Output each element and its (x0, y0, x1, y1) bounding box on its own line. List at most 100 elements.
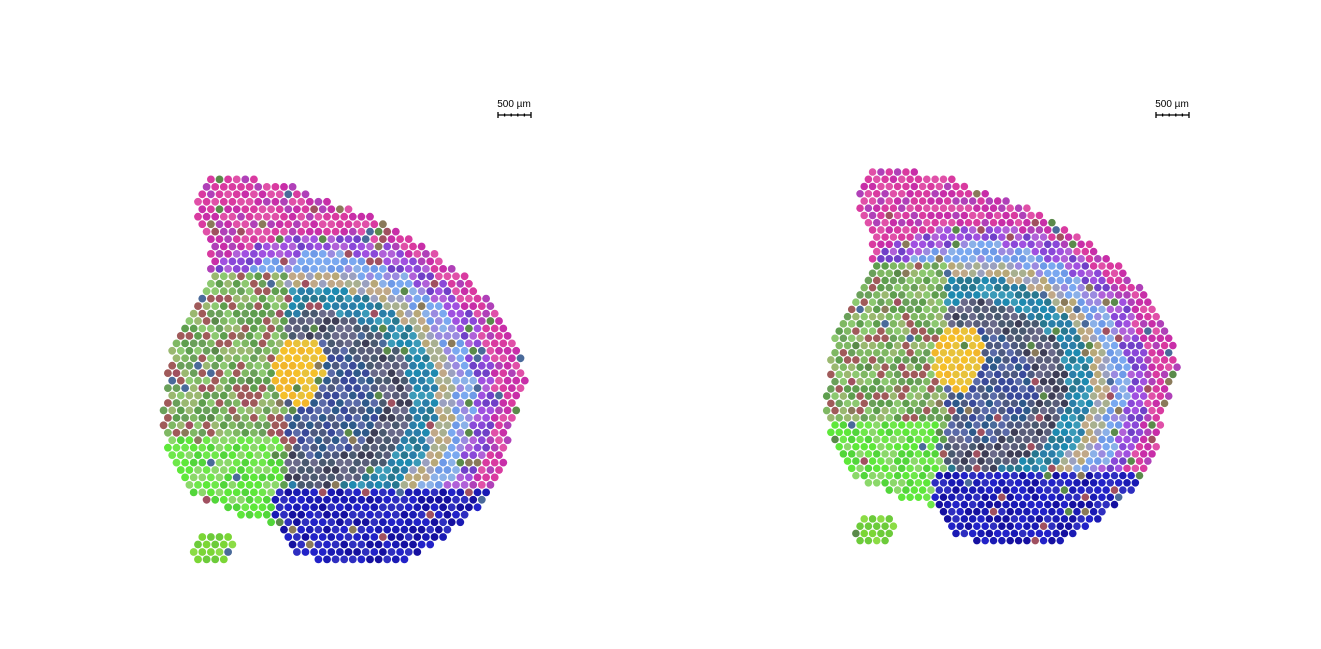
spot (189, 473, 198, 482)
spot (989, 218, 998, 227)
spot (881, 291, 889, 299)
spot (1119, 399, 1127, 408)
spot (396, 279, 404, 288)
spot (1073, 291, 1081, 299)
spot (383, 481, 392, 489)
spot (439, 518, 447, 527)
spot (241, 488, 250, 497)
spot (310, 533, 318, 541)
spot (262, 391, 271, 400)
spot (1052, 283, 1060, 292)
spot (885, 442, 894, 451)
spot (943, 269, 952, 278)
spot (847, 435, 856, 444)
spot (1068, 486, 1077, 494)
spot (973, 507, 981, 516)
spot (1085, 298, 1094, 306)
spot (1123, 276, 1131, 285)
spot (374, 317, 383, 325)
spot (893, 370, 902, 379)
spot (288, 361, 297, 370)
spot (839, 392, 848, 400)
spot (280, 257, 288, 266)
spot (305, 540, 314, 549)
spot (1102, 486, 1110, 494)
spot (1031, 406, 1040, 415)
spot (241, 473, 250, 482)
spot (1043, 457, 1052, 465)
spot (224, 220, 233, 229)
spot (960, 255, 969, 263)
spot (1031, 450, 1040, 458)
spot (215, 339, 224, 348)
spot (426, 272, 435, 281)
spot (956, 493, 964, 502)
spot (1094, 370, 1102, 379)
spot (361, 279, 370, 288)
spot (885, 370, 894, 379)
spot (1148, 363, 1156, 371)
spot (877, 327, 885, 335)
spot (219, 361, 228, 370)
spot (1010, 428, 1019, 437)
spot (1018, 226, 1027, 234)
spot (1056, 479, 1065, 487)
spot (241, 205, 250, 214)
spot (387, 265, 396, 273)
spot (1018, 385, 1027, 393)
spot (1006, 218, 1014, 227)
spot (1152, 341, 1160, 350)
spot (198, 190, 207, 199)
spot (1114, 392, 1123, 400)
spot (1056, 377, 1065, 386)
spot (1064, 247, 1073, 256)
spot (207, 205, 215, 214)
spot (1119, 283, 1127, 292)
spot (993, 211, 1002, 220)
spot (430, 324, 439, 333)
spot (885, 471, 894, 480)
spot (361, 458, 370, 467)
spot (318, 473, 327, 482)
spot (914, 450, 923, 458)
spot (228, 451, 237, 459)
spot (237, 421, 245, 430)
spot (224, 294, 233, 303)
spot (1006, 421, 1014, 429)
spot (267, 458, 275, 467)
spot (336, 488, 344, 497)
spot (902, 414, 910, 422)
spot (164, 414, 172, 422)
spot (379, 428, 387, 437)
spot (872, 377, 881, 386)
spot (902, 312, 910, 321)
spot (998, 233, 1006, 241)
spot (973, 334, 981, 343)
spot (353, 265, 361, 273)
spot (443, 361, 452, 370)
spot (893, 341, 902, 350)
spot (447, 324, 456, 333)
spot (1152, 385, 1160, 393)
spot (1114, 291, 1123, 299)
spot (422, 414, 430, 422)
spot (310, 220, 318, 229)
spot (486, 481, 495, 489)
spot (1014, 536, 1023, 545)
spot (383, 391, 392, 400)
spot (215, 250, 224, 258)
spot (258, 384, 267, 392)
spot (1106, 493, 1115, 502)
spot (985, 515, 994, 523)
spot (400, 391, 409, 400)
spot (211, 346, 220, 355)
spot (400, 466, 409, 474)
spot (357, 272, 366, 281)
spot (939, 464, 948, 473)
spot (1039, 334, 1048, 343)
spot (293, 339, 301, 348)
spot (387, 518, 396, 527)
spot (1010, 255, 1019, 263)
spot (245, 317, 254, 325)
spot (877, 269, 885, 278)
